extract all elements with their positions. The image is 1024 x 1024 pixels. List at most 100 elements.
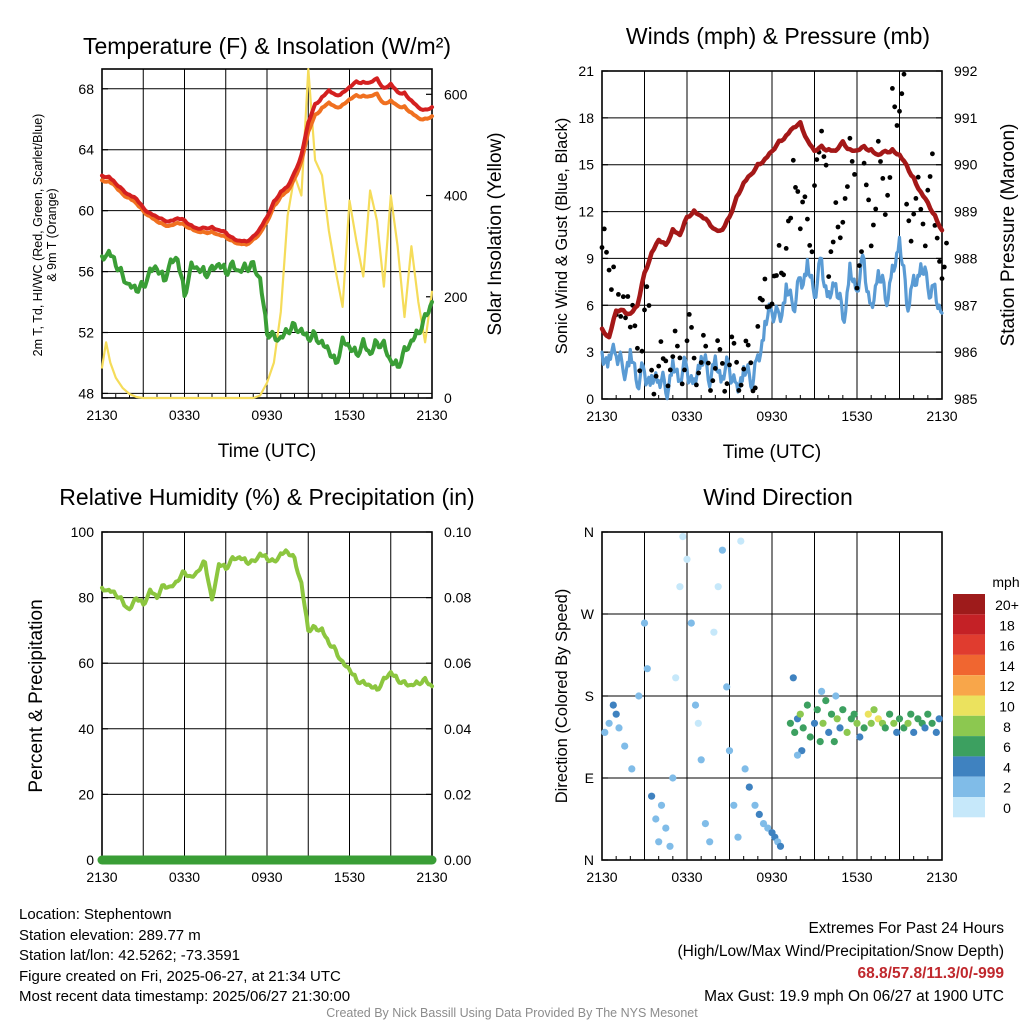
colorbar-label: 18: [999, 617, 1015, 633]
gust-point: [901, 71, 907, 77]
wind-direction-point: [723, 683, 731, 691]
x-tick-label: 2130: [926, 869, 957, 885]
gust-point: [880, 176, 886, 181]
gust-point: [682, 367, 687, 373]
wind-direction-point: [609, 701, 617, 709]
gust-point: [835, 224, 841, 230]
gust-point: [821, 154, 827, 160]
wind-direction-point: [725, 747, 734, 755]
gust-point: [727, 362, 732, 368]
gust-point: [627, 324, 633, 330]
extremes-values: 68.8/57.8/11.3/0/-999: [857, 965, 1004, 982]
wind-direction-point: [776, 842, 785, 850]
wind-direction-point: [850, 710, 858, 718]
gust-point: [677, 355, 683, 361]
wind-direction-point: [730, 801, 738, 809]
wind-direction-point: [648, 792, 656, 800]
wind-direction-point: [666, 842, 674, 850]
gust-point: [694, 382, 699, 388]
gust-point: [769, 301, 775, 307]
wind-direction-point: [793, 751, 802, 759]
wind-direction-point: [764, 824, 772, 832]
wind-direction-point: [935, 715, 943, 723]
gust-point: [849, 159, 855, 164]
wind-direction-point: [672, 674, 680, 682]
gust-point: [762, 276, 768, 282]
gust-point: [941, 264, 947, 270]
gust-point: [944, 240, 949, 246]
gust-point: [887, 175, 893, 180]
wind-direction-point: [836, 724, 844, 732]
gust-point: [920, 221, 926, 227]
x-tick-label: 2130: [416, 407, 447, 423]
wind-direction-point: [786, 719, 795, 727]
y-axis-label-humidity: Percent & Precipitation: [26, 599, 47, 792]
gust-point: [918, 206, 924, 212]
colorbar-label: 0: [1003, 800, 1011, 816]
gust-point: [653, 373, 659, 379]
wind-direction-point: [928, 719, 936, 727]
gust-point: [720, 361, 725, 366]
gust-point: [656, 363, 662, 369]
x-tick-label: 0930: [251, 869, 282, 885]
gust-point: [701, 332, 706, 338]
gust-point: [863, 182, 869, 188]
colorbar-label: 16: [999, 638, 1015, 654]
gust-point: [868, 243, 874, 249]
y2-axis-label-temperature: Solar Insolation (Yellow): [485, 132, 506, 335]
wind-direction-point: [893, 728, 901, 737]
wind-direction-point: [741, 765, 749, 773]
gust-point: [743, 338, 749, 344]
wind-direction-point: [683, 555, 691, 563]
gust-point: [890, 86, 895, 91]
gust-point: [670, 354, 676, 359]
gust-point: [599, 245, 605, 250]
extremes-panel: Extremes For Past 24 Hours (High/Low/Max…: [678, 918, 1005, 1008]
wind-direction-point: [900, 724, 908, 732]
wind-direction-point: [759, 820, 768, 828]
wind-direction-point: [737, 537, 745, 545]
wind-direction-point: [833, 715, 841, 723]
colorbar-swatch: [953, 594, 985, 615]
y2-tick-label: 992: [954, 63, 978, 79]
y-tick-label: N: [584, 524, 594, 540]
wind-direction-point: [819, 719, 827, 727]
gust-point: [937, 259, 942, 264]
wind-direction-point: [745, 783, 753, 791]
gust-point: [620, 294, 626, 300]
wind-direction-point: [870, 706, 878, 714]
y2-tick-label: 200: [444, 289, 468, 305]
gust-point: [904, 201, 909, 207]
x-tick-label: 1530: [841, 869, 872, 885]
x-tick-label: 0930: [756, 408, 787, 424]
wind-direction-point: [655, 838, 663, 846]
wind-direction-point: [843, 728, 851, 737]
station-elevation: Station elevation: 289.77 m: [19, 926, 201, 944]
gust-point: [774, 273, 779, 278]
gust-point: [639, 348, 645, 354]
gust-point: [814, 157, 820, 163]
y-tick-label: 0: [86, 852, 94, 868]
gust-point: [625, 294, 631, 299]
colorbar-label: 8: [1003, 719, 1011, 735]
most-recent-timestamp: Most recent data timestamp: 2025/06/27 2…: [19, 988, 351, 1005]
wind-direction-point: [694, 719, 702, 727]
y-tick-label: 21: [578, 63, 594, 79]
gust-point: [913, 196, 919, 201]
y-tick-label: 52: [78, 325, 94, 341]
colorbar-label: 2: [1003, 780, 1011, 796]
gust-point: [616, 292, 621, 297]
y-tick-label: 6: [586, 297, 594, 313]
insolation-line: [100, 67, 434, 400]
gust-point: [748, 360, 754, 366]
y-axis-label-temperature-line2: & 9m T (Orange): [45, 188, 59, 281]
dewpoint-line: [100, 248, 434, 369]
wind-direction-point: [751, 801, 759, 809]
y2-tick-label: 600: [444, 86, 468, 102]
station-info: Location: Stephentown Station elevation:…: [19, 905, 350, 1008]
station-latlon: Station lat/lon: 42.5262; -73.3591: [19, 947, 241, 964]
gust-point: [651, 391, 657, 397]
wind-direction-point: [605, 719, 613, 727]
gust-point: [632, 323, 638, 329]
gust-point: [736, 388, 742, 393]
